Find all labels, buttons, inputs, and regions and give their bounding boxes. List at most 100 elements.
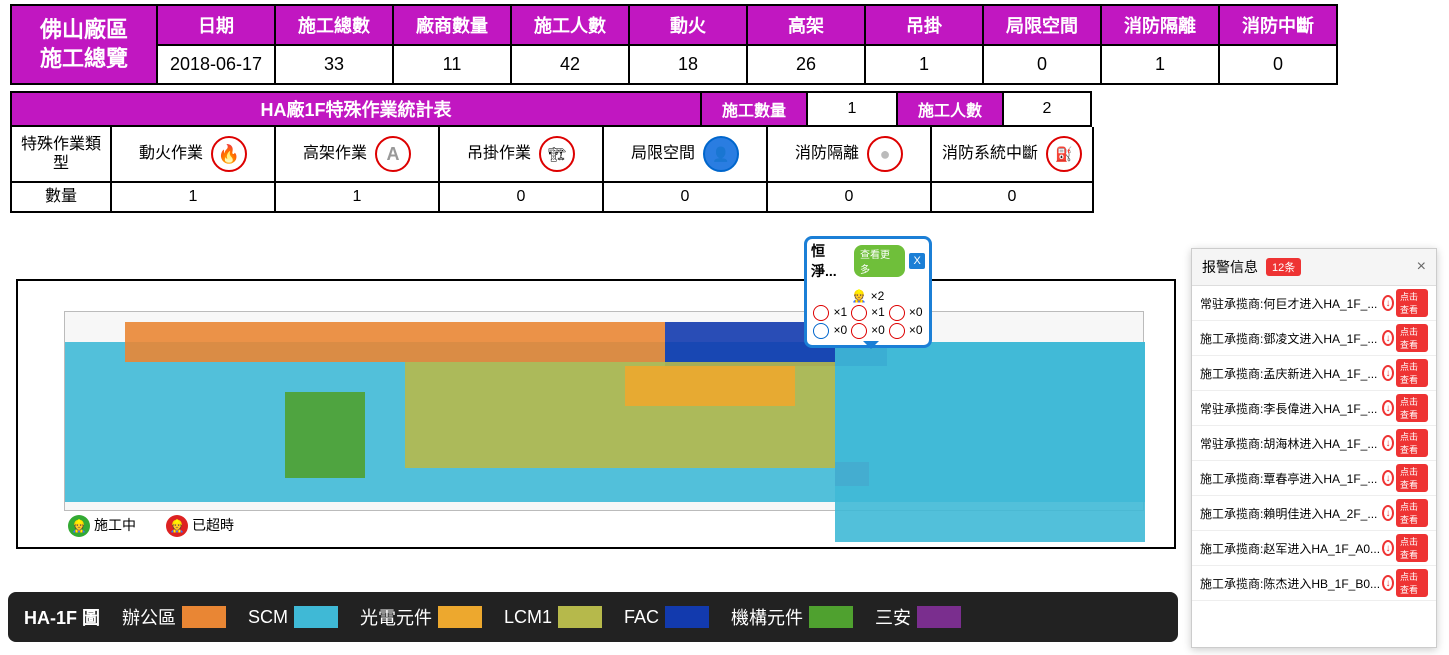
zone-office2[interactable] [465,322,665,362]
ladder-icon [375,136,411,172]
zone-scm_right[interactable] [835,342,1145,542]
col-val: 1 [865,45,983,84]
download-icon: ↓ [1382,330,1394,346]
ops-count-cell: 0 [602,183,766,213]
alert-view-button[interactable]: ↓点击查看 [1382,434,1428,452]
legend-item: LCM1 [504,606,602,628]
ops-people-label: 施工人數 [896,91,1002,127]
ops-type-cell: 消防系統中斷 [930,127,1094,183]
ops-people-value: 2 [1002,91,1092,127]
working-icon: 👷 [68,515,90,537]
col-val: 18 [629,45,747,84]
floor-map[interactable]: 👷施工中 👷已超時 [16,279,1176,549]
alert-view-button[interactable]: ↓点击查看 [1382,329,1428,347]
alert-view-button[interactable]: ↓点击查看 [1382,504,1428,522]
ops-type-cell: 高架作業 [274,127,438,183]
alert-view-button[interactable]: ↓点击查看 [1382,364,1428,382]
popup-body: 👷×2 ×1 ×1 ×0 ×0 ×0 ×0 [807,283,929,345]
fire-icon [211,136,247,172]
alert-item[interactable]: 施工承揽商:鄧凌文进入HA_1F_...↓点击查看 [1192,321,1436,356]
alert-view-button[interactable]: ↓点击查看 [1382,574,1428,592]
alert-item[interactable]: 施工承揽商:赵军进入HA_1F_A0...↓点击查看 [1192,531,1436,566]
alert-view-button[interactable]: ↓点击查看 [1382,294,1428,312]
alert-text: 施工承揽商:賴明佳进入HA_2F_... [1200,505,1382,522]
alert-view-button[interactable]: ↓点击查看 [1382,469,1428,487]
ops-count-cell: 1 [274,183,438,213]
alert-item[interactable]: 常驻承揽商:胡海林进入HA_1F_...↓点击查看 [1192,426,1436,461]
col-hdr: 消防中斷 [1219,5,1337,45]
popup-more-button[interactable]: 查看更多 [854,245,905,277]
popup-close-button[interactable]: X [909,253,925,269]
summary-title: 佛山廠區施工總覽 [11,5,157,84]
legend-item: SCM [248,606,338,628]
download-icon: ↓ [1382,540,1394,556]
alert-text: 常驻承揽商:何巨才进入HA_1F_... [1200,295,1382,312]
download-icon: ↓ [1382,505,1394,521]
alert-text: 施工承揽商:赵军进入HA_1F_A0... [1200,540,1382,557]
legend-item: 三安 [875,604,961,630]
alert-close-button[interactable]: × [1417,258,1426,276]
ops-row-type-label: 特殊作業類型 [10,127,110,183]
col-hdr: 吊掛 [865,5,983,45]
legend-item: FAC [624,606,709,628]
alert-panel[interactable]: 报警信息 12条 × 常驻承揽商:何巨才进入HA_1F_...↓点击查看施工承揽… [1191,248,1437,648]
alert-view-button[interactable]: ↓点击查看 [1382,399,1428,417]
col-hdr: 高架 [747,5,865,45]
zone-mech[interactable] [285,392,365,478]
summary-table: 佛山廠區施工總覽 日期 施工總數 廠商數量 施工人數 動火 高架 吊掛 局限空間… [10,4,1338,85]
alert-text: 施工承揽商:覃春亭进入HA_1F_... [1200,470,1382,487]
ladder-icon [851,305,867,321]
detector-icon [889,323,905,339]
col-hdr: 廠商數量 [393,5,511,45]
zone-opto[interactable] [625,366,795,406]
alert-count-badge: 12条 [1266,258,1301,276]
ops-title: HA廠1F特殊作業統計表 [10,91,700,127]
alert-item[interactable]: 施工承揽商:賴明佳进入HA_2F_...↓点击查看 [1192,496,1436,531]
confined-icon [813,323,829,339]
legend-item: 機構元件 [731,604,853,630]
col-hdr: 局限空間 [983,5,1101,45]
download-icon: ↓ [1382,365,1394,381]
alert-view-button[interactable]: ↓点击查看 [1382,539,1428,557]
alert-item[interactable]: 施工承揽商:覃春亭进入HA_1F_...↓点击查看 [1192,461,1436,496]
ops-count-cell: 0 [438,183,602,213]
legend-title: HA-1F 圖 [24,604,100,630]
alert-title: 报警信息 [1202,257,1258,277]
ops-table: HA廠1F特殊作業統計表 施工數量 1 施工人數 2 特殊作業類型 動火作業 高… [10,91,1439,213]
map-status-legend: 👷施工中 👷已超時 [68,515,234,537]
legend-item: 辦公區 [122,604,226,630]
col-hdr: 施工總數 [275,5,393,45]
ops-count-cell: 0 [766,183,930,213]
alert-item[interactable]: 施工承揽商:陈杰进入HB_1F_B0...↓点击查看 [1192,566,1436,601]
col-hdr: 日期 [157,5,275,45]
zone-office1[interactable] [125,322,465,362]
legend-item: 光電元件 [360,604,482,630]
fire-icon [813,305,829,321]
col-val: 2018-06-17 [157,45,275,84]
alert-text: 常驻承揽商:李長偉进入HA_1F_... [1200,400,1382,417]
alert-item[interactable]: 施工承揽商:孟庆新进入HA_1F_...↓点击查看 [1192,356,1436,391]
ops-row-count-label: 數量 [10,183,110,213]
detector-icon [867,136,903,172]
ops-type-cell: 吊掛作業 [438,127,602,183]
ops-count-label: 施工數量 [700,91,806,127]
alert-item[interactable]: 常驻承揽商:何巨才进入HA_1F_...↓点击查看 [1192,286,1436,321]
contractor-popup[interactable]: 恒淨... 查看更多 X 👷×2 ×1 ×1 ×0 ×0 ×0 ×0 [804,236,932,348]
col-val: 0 [1219,45,1337,84]
col-val: 33 [275,45,393,84]
ops-count-value: 1 [806,91,896,127]
col-val: 11 [393,45,511,84]
col-val: 0 [983,45,1101,84]
alert-text: 施工承揽商:鄧凌文进入HA_1F_... [1200,330,1382,347]
ops-type-cell: 局限空間 [602,127,766,183]
hydrant-icon [851,323,867,339]
download-icon: ↓ [1382,470,1394,486]
crane-icon [539,136,575,172]
confined-icon [703,136,739,172]
download-icon: ↓ [1382,400,1394,416]
overtime-icon: 👷 [166,515,188,537]
col-hdr: 施工人數 [511,5,629,45]
alert-item[interactable]: 常驻承揽商:李長偉进入HA_1F_...↓点击查看 [1192,391,1436,426]
col-val: 26 [747,45,865,84]
hydrant-icon [1046,136,1082,172]
